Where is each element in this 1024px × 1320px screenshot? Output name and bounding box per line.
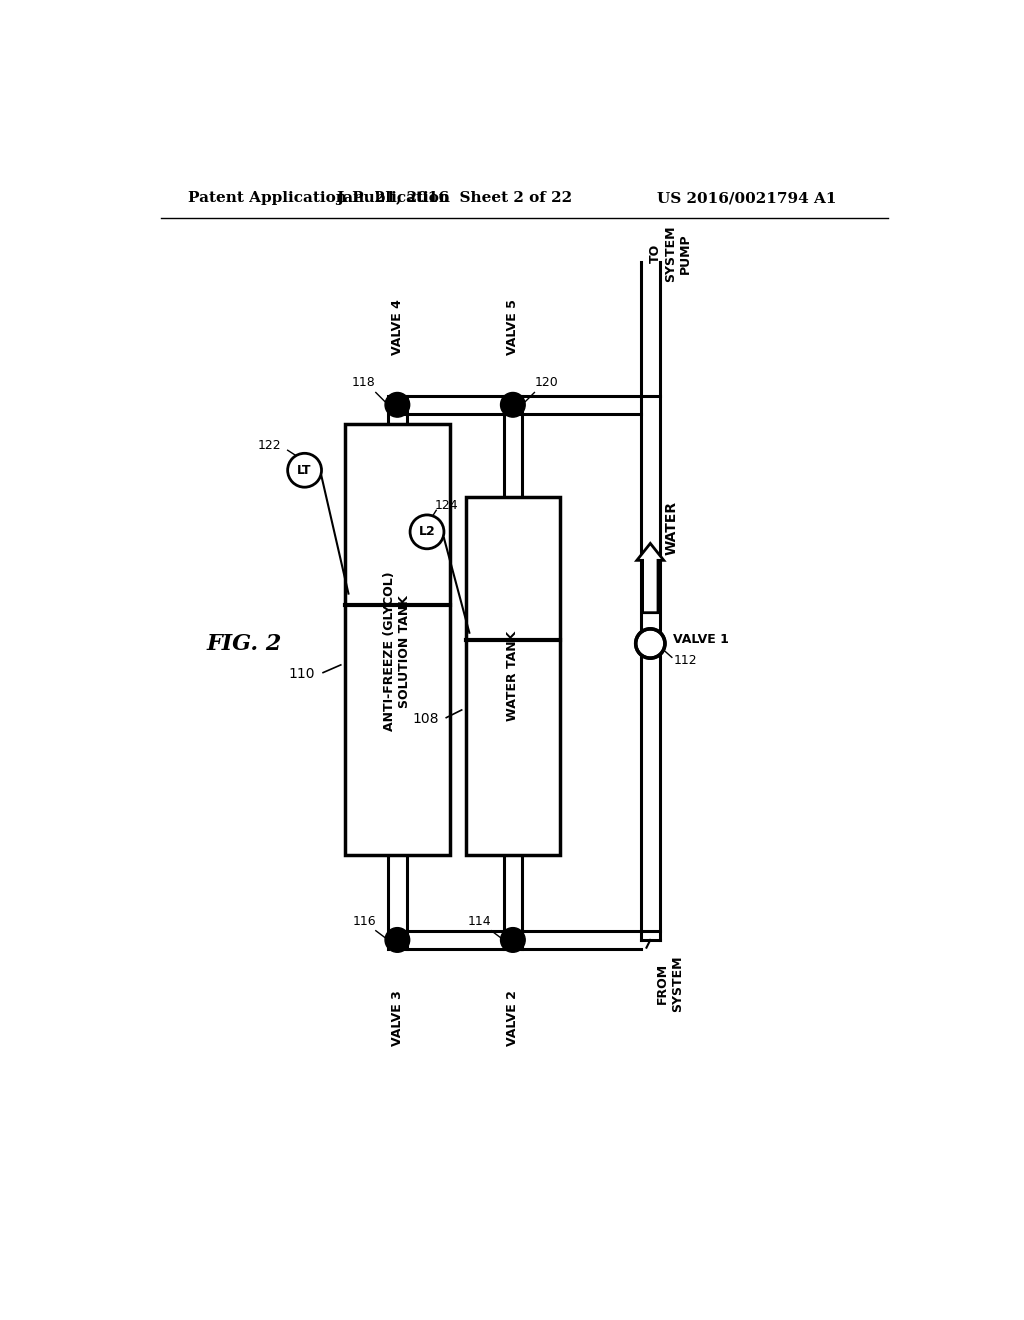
Circle shape [411, 516, 443, 548]
Text: Patent Application Publication: Patent Application Publication [188, 191, 451, 206]
Text: 108: 108 [412, 713, 438, 726]
Text: VALVE 3: VALVE 3 [391, 990, 403, 1045]
Text: 116: 116 [352, 915, 376, 928]
Circle shape [501, 392, 525, 417]
Circle shape [385, 928, 410, 952]
Text: US 2016/0021794 A1: US 2016/0021794 A1 [656, 191, 837, 206]
Circle shape [385, 392, 410, 417]
Text: FIG. 2: FIG. 2 [207, 632, 283, 655]
Circle shape [289, 454, 321, 486]
Text: VALVE 4: VALVE 4 [391, 298, 403, 355]
Circle shape [637, 630, 665, 657]
Text: Jan. 21, 2016  Sheet 2 of 22: Jan. 21, 2016 Sheet 2 of 22 [336, 191, 572, 206]
Text: VALVE 2: VALVE 2 [506, 990, 519, 1045]
Text: 120: 120 [535, 376, 558, 389]
Bar [345, 424, 451, 855]
Text: VALVE 1: VALVE 1 [674, 634, 729, 647]
FancyArrow shape [637, 544, 664, 612]
Text: LT: LT [297, 463, 312, 477]
Text: 110: 110 [289, 667, 315, 681]
Text: 124: 124 [435, 499, 459, 512]
Text: 122: 122 [258, 440, 282, 453]
Text: 114: 114 [468, 915, 492, 928]
Text: FROM
SYSTEM: FROM SYSTEM [656, 956, 684, 1012]
Text: 112: 112 [674, 653, 697, 667]
Circle shape [501, 928, 525, 952]
Text: 118: 118 [352, 376, 376, 389]
Text: WATER: WATER [665, 500, 679, 556]
Text: ANTI-FREEZE (GLYCOL)
SOLUTION TANK: ANTI-FREEZE (GLYCOL) SOLUTION TANK [383, 572, 412, 731]
Text: WATER TANK: WATER TANK [506, 631, 519, 721]
Bar [466, 498, 560, 855]
Text: VALVE 5: VALVE 5 [506, 298, 519, 355]
Text: L2: L2 [419, 525, 435, 539]
Text: TO
SYSTEM
PUMP: TO SYSTEM PUMP [649, 226, 692, 281]
